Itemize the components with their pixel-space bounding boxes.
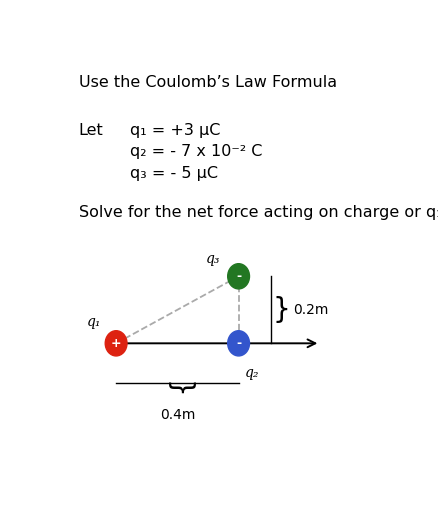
Text: q₃: q₃ — [205, 251, 220, 266]
Text: }: } — [163, 381, 191, 398]
Circle shape — [227, 264, 249, 289]
Text: q₁ = +3 μC: q₁ = +3 μC — [130, 122, 219, 138]
Circle shape — [105, 331, 127, 356]
Text: q₁: q₁ — [87, 315, 101, 329]
Text: q₃ = - 5 μC: q₃ = - 5 μC — [130, 166, 217, 181]
Text: -: - — [236, 270, 240, 283]
Text: q₂ = - 7 x 10⁻² C: q₂ = - 7 x 10⁻² C — [130, 144, 261, 159]
Text: +: + — [110, 337, 121, 350]
Circle shape — [227, 331, 249, 356]
Text: 0.4m: 0.4m — [159, 409, 194, 422]
Text: q₂: q₂ — [244, 366, 259, 380]
Text: }: } — [272, 296, 290, 324]
Text: -: - — [236, 337, 240, 350]
Text: 0.2m: 0.2m — [293, 303, 328, 317]
Text: Use the Coulomb’s Law Formula: Use the Coulomb’s Law Formula — [78, 75, 336, 90]
Text: Solve for the net force acting on charge or q₁: Solve for the net force acting on charge… — [78, 205, 438, 220]
Text: Let: Let — [78, 122, 103, 138]
